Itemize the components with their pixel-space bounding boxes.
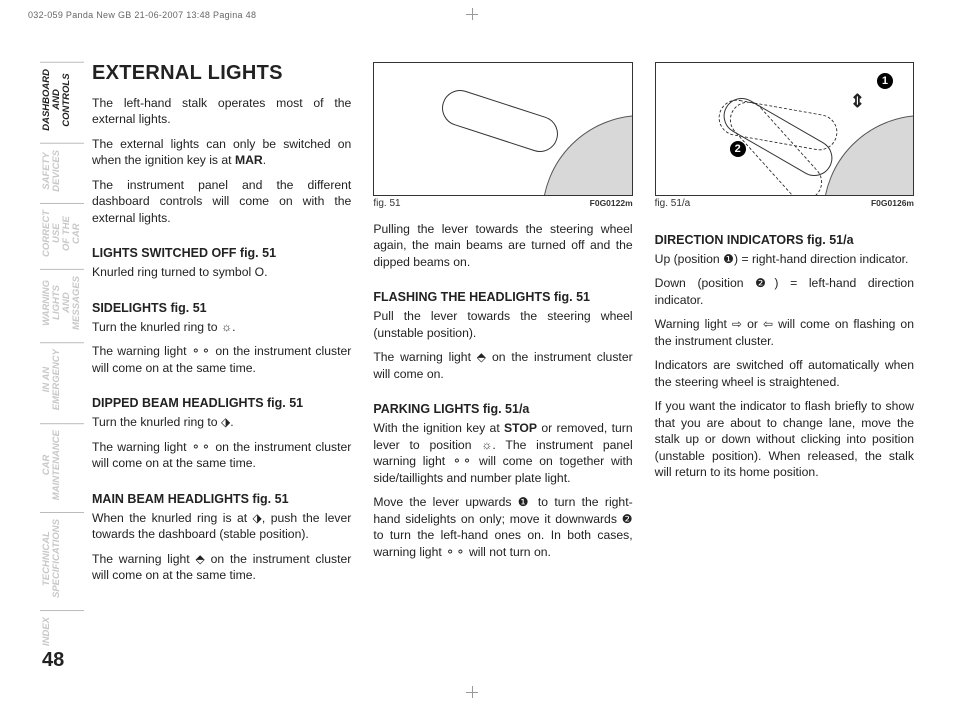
h-sidelights: SIDELIGHTS fig. 51 xyxy=(92,301,351,315)
p-park-2: Move the lever upwards ❶ to turn the rig… xyxy=(373,494,632,560)
p-flash-1: Pull the lever towards the steering whee… xyxy=(373,308,632,341)
para-intro-3: The instrument panel and the different d… xyxy=(92,177,351,226)
content-columns: EXTERNAL LIGHTS The left-hand stalk oper… xyxy=(92,62,914,646)
h-flashing: FLASHING THE HEADLIGHTS fig. 51 xyxy=(373,290,632,304)
page-body: DASHBOARD AND CONTROLS SAFETY DEVICES CO… xyxy=(40,62,914,646)
column-1: EXTERNAL LIGHTS The left-hand stalk oper… xyxy=(92,62,351,646)
tab-correct-use: CORRECT USE OF THE CAR xyxy=(40,203,84,263)
fig-label: fig. 51 xyxy=(373,198,400,209)
tab-maintenance: CAR MAINTENANCE xyxy=(40,423,84,506)
fig-code-a: F0G0126m xyxy=(871,198,914,209)
p-dir-1: Up (position ❶) = right-hand direction i… xyxy=(655,251,914,267)
tab-dashboard: DASHBOARD AND CONTROLS xyxy=(40,62,84,137)
tab-emergency: IN AN EMERGENCY xyxy=(40,342,84,416)
callout-2: 2 xyxy=(730,141,746,157)
figure-51-caption: fig. 51 F0G0122m xyxy=(373,198,632,209)
p-dir-4: Indicators are switched off automaticall… xyxy=(655,357,914,390)
print-header: 032-059 Panda New GB 21-06-2007 13:48 Pa… xyxy=(28,10,256,20)
p-main-1: When the knurled ring is at ⬗, push the … xyxy=(92,510,351,543)
h-dipped: DIPPED BEAM HEADLIGHTS fig. 51 xyxy=(92,396,351,410)
column-2: fig. 51 F0G0122m Pulling the lever towar… xyxy=(373,62,632,646)
p-pull-lever: Pulling the lever towards the steering w… xyxy=(373,221,632,270)
p-dir-2: Down (position ❷) = left-hand direction … xyxy=(655,275,914,308)
stalk-illustration xyxy=(438,85,563,156)
crop-mark-top xyxy=(466,8,478,20)
p-lights-off: Knurled ring turned to symbol O. xyxy=(92,264,351,280)
tab-index: INDEX xyxy=(40,610,84,652)
tab-safety: SAFETY DEVICES xyxy=(40,143,84,198)
arrow-up-down-icon: ⇕ xyxy=(850,91,865,112)
column-3: 1 2 ⇕ fig. 51/a F0G0126m DIRECTION INDIC… xyxy=(655,62,914,646)
p-dir-5: If you want the indicator to flash brief… xyxy=(655,398,914,480)
p-park-1: With the ignition key at STOP or removed… xyxy=(373,420,632,486)
fig-code: F0G0122m xyxy=(590,198,633,209)
figure-51a-caption: fig. 51/a F0G0126m xyxy=(655,198,914,209)
figure-51 xyxy=(373,62,632,196)
p-sidelights-1: Turn the knurled ring to ☼. xyxy=(92,319,351,335)
h-direction: DIRECTION INDICATORS fig. 51/a xyxy=(655,233,914,247)
callout-1: 1 xyxy=(877,73,893,89)
figure-51a: 1 2 ⇕ xyxy=(655,62,914,196)
p-flash-2: The warning light ⬘ on the instrument cl… xyxy=(373,349,632,382)
tab-technical: TECHNICAL SPECIFICATIONS xyxy=(40,512,84,604)
p-dipped-1: Turn the knurled ring to ⬗. xyxy=(92,414,351,430)
h-main-beam: MAIN BEAM HEADLIGHTS fig. 51 xyxy=(92,492,351,506)
para-intro-2: The external lights can only be switched… xyxy=(92,136,351,169)
p-dipped-2: The warning light ⚬⚬ on the instrument c… xyxy=(92,439,351,472)
fig-label-a: fig. 51/a xyxy=(655,198,691,209)
page-title: EXTERNAL LIGHTS xyxy=(92,62,351,85)
p-dir-3: Warning light ⇨ or ⇦ will come on flashi… xyxy=(655,316,914,349)
crop-mark-bottom xyxy=(466,686,478,698)
tab-warning: WARNING LIGHTS AND MESSAGES xyxy=(40,269,84,336)
para-intro-1: The left-hand stalk operates most of the… xyxy=(92,95,351,128)
h-parking: PARKING LIGHTS fig. 51/a xyxy=(373,402,632,416)
p-sidelights-2: The warning light ⚬⚬ on the instrument c… xyxy=(92,343,351,376)
h-lights-off: LIGHTS SWITCHED OFF fig. 51 xyxy=(92,246,351,260)
p-main-2: The warning light ⬘ on the instrument cl… xyxy=(92,551,351,584)
side-tabs: DASHBOARD AND CONTROLS SAFETY DEVICES CO… xyxy=(40,62,92,646)
page-number: 48 xyxy=(42,649,64,672)
